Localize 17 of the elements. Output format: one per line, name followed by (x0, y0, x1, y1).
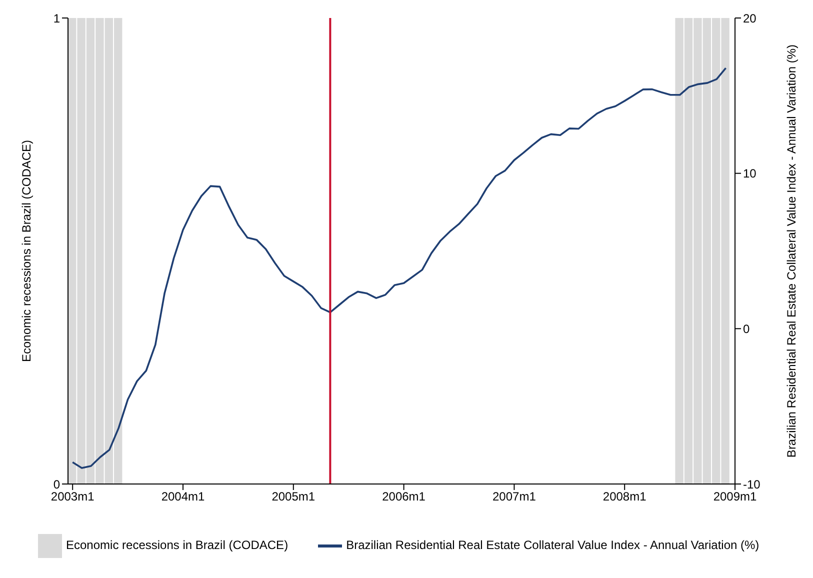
x-tick-label: 2005m1 (272, 490, 316, 504)
x-tick-label: 2003m1 (50, 490, 95, 504)
y2-tick-label: -10 (743, 477, 761, 492)
y2-tick-label: 10 (743, 166, 757, 181)
x-tick-label: 2004m1 (161, 490, 206, 504)
y-tick-label: 1 (53, 11, 60, 26)
x-tick-label: 2009m1 (713, 490, 758, 504)
line-series (72, 67, 727, 469)
legend-label: Brazilian Residential Real Estate Collateral Value Index - Annual Variation (%) (346, 538, 760, 552)
x-tick-label: 2007m1 (492, 490, 536, 504)
y2-tick-label: 20 (743, 11, 757, 26)
y2-axis-title: Brazilian Residential Real Estate Collateral Value Index - Annual Variation (%) (784, 44, 798, 458)
y-axis-title: Economic recessions in Brazil (CODACE) (19, 140, 34, 362)
legend-label: Economic recessions in Brazil (CODACE) (66, 538, 288, 552)
x-tick-label: 2008m1 (602, 490, 647, 504)
y2-tick-label: 0 (743, 322, 750, 336)
x-tick-label: 2006m1 (382, 490, 426, 504)
